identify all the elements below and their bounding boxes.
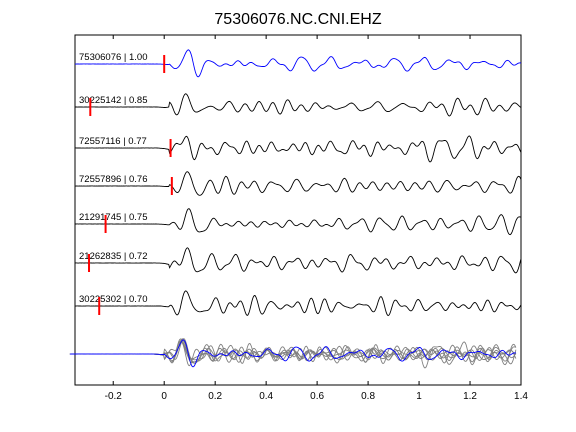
x-tick-label: 1 <box>416 391 422 402</box>
x-tick-label: 1.2 <box>463 391 477 402</box>
x-axis: -0.2 0 0.2 0.4 0.6 0.8 1 1.2 1.4 <box>105 35 528 402</box>
x-tick-label: 0.4 <box>259 391 273 402</box>
trace-line <box>74 290 522 317</box>
trace-line <box>75 49 522 78</box>
trace-line <box>74 208 522 236</box>
trace-line <box>75 171 522 196</box>
x-tick-label: 0 <box>161 391 167 402</box>
trace-line <box>74 247 522 274</box>
x-tick-label: 1.4 <box>514 391 528 402</box>
trace-label: 30225302 | 0.70 <box>79 294 148 305</box>
trace-label: 75306076 | 1.00 <box>79 52 148 63</box>
trace-label: 72557116 | 0.77 <box>79 136 147 147</box>
trace-label: 21262835 | 0.72 <box>79 251 148 262</box>
trace-line <box>75 93 522 117</box>
plot-frame <box>74 34 522 386</box>
x-tick-label: 0.6 <box>310 391 324 402</box>
chart-title: 75306076.NC.CNI.EHZ <box>214 11 381 28</box>
traces-layer: 75306076 | 1.00 30225142 | 0.85 72557116 |… <box>74 49 522 317</box>
trace-label: 21291745 | 0.75 <box>79 212 148 223</box>
stack-trace-primary <box>69 339 516 368</box>
trace-label: 72557896 | 0.76 <box>79 174 148 185</box>
x-tick-label: 0.8 <box>361 391 375 402</box>
stack-trace <box>69 340 517 364</box>
x-tick-label: -0.2 <box>105 391 123 402</box>
x-tick-label: 0.2 <box>208 391 222 402</box>
stack-layer <box>69 338 517 369</box>
trace-label: 30225142 | 0.85 <box>79 95 148 106</box>
trace-line <box>75 135 522 163</box>
